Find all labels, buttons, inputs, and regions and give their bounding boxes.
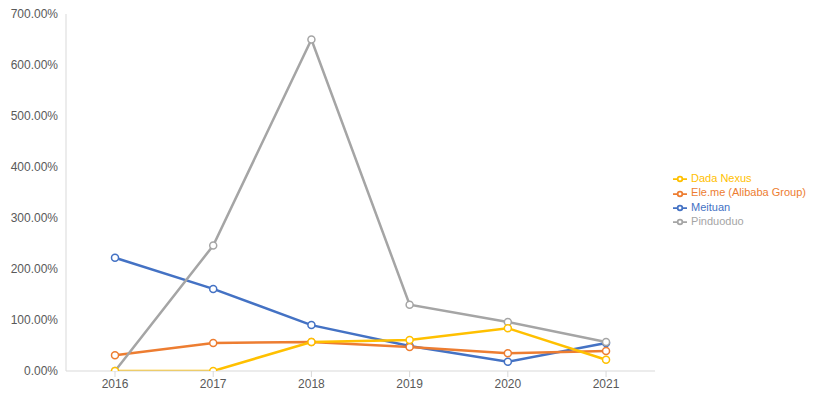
html-text:Pinduoduo: Pinduoduo xyxy=(691,214,744,227)
svg-text:600.00%: 600.00% xyxy=(11,58,59,72)
svg-text:2020: 2020 xyxy=(494,377,521,391)
svg-text:2021: 2021 xyxy=(593,377,620,391)
html-text:Dada Nexus: Dada Nexus xyxy=(691,172,752,185)
svg-text:500.00%: 500.00% xyxy=(11,109,59,123)
svg-text:300.00%: 300.00% xyxy=(11,211,59,225)
svg-text:700.00%: 700.00% xyxy=(11,7,59,21)
svg-text:2016: 2016 xyxy=(102,377,129,391)
svg-text:2018: 2018 xyxy=(298,377,325,391)
html-text:Ele.me (Alibaba Group): Ele.me (Alibaba Group) xyxy=(691,186,806,199)
svg-text:400.00%: 400.00% xyxy=(11,160,59,174)
svg-text:2019: 2019 xyxy=(396,377,423,391)
svg-text:200.00%: 200.00% xyxy=(11,262,59,276)
html-text:Meituan: Meituan xyxy=(691,200,731,213)
svg-text:2017: 2017 xyxy=(200,377,227,391)
svg-text:100.00%: 100.00% xyxy=(11,313,59,327)
svg-text:0.00%: 0.00% xyxy=(24,364,58,378)
